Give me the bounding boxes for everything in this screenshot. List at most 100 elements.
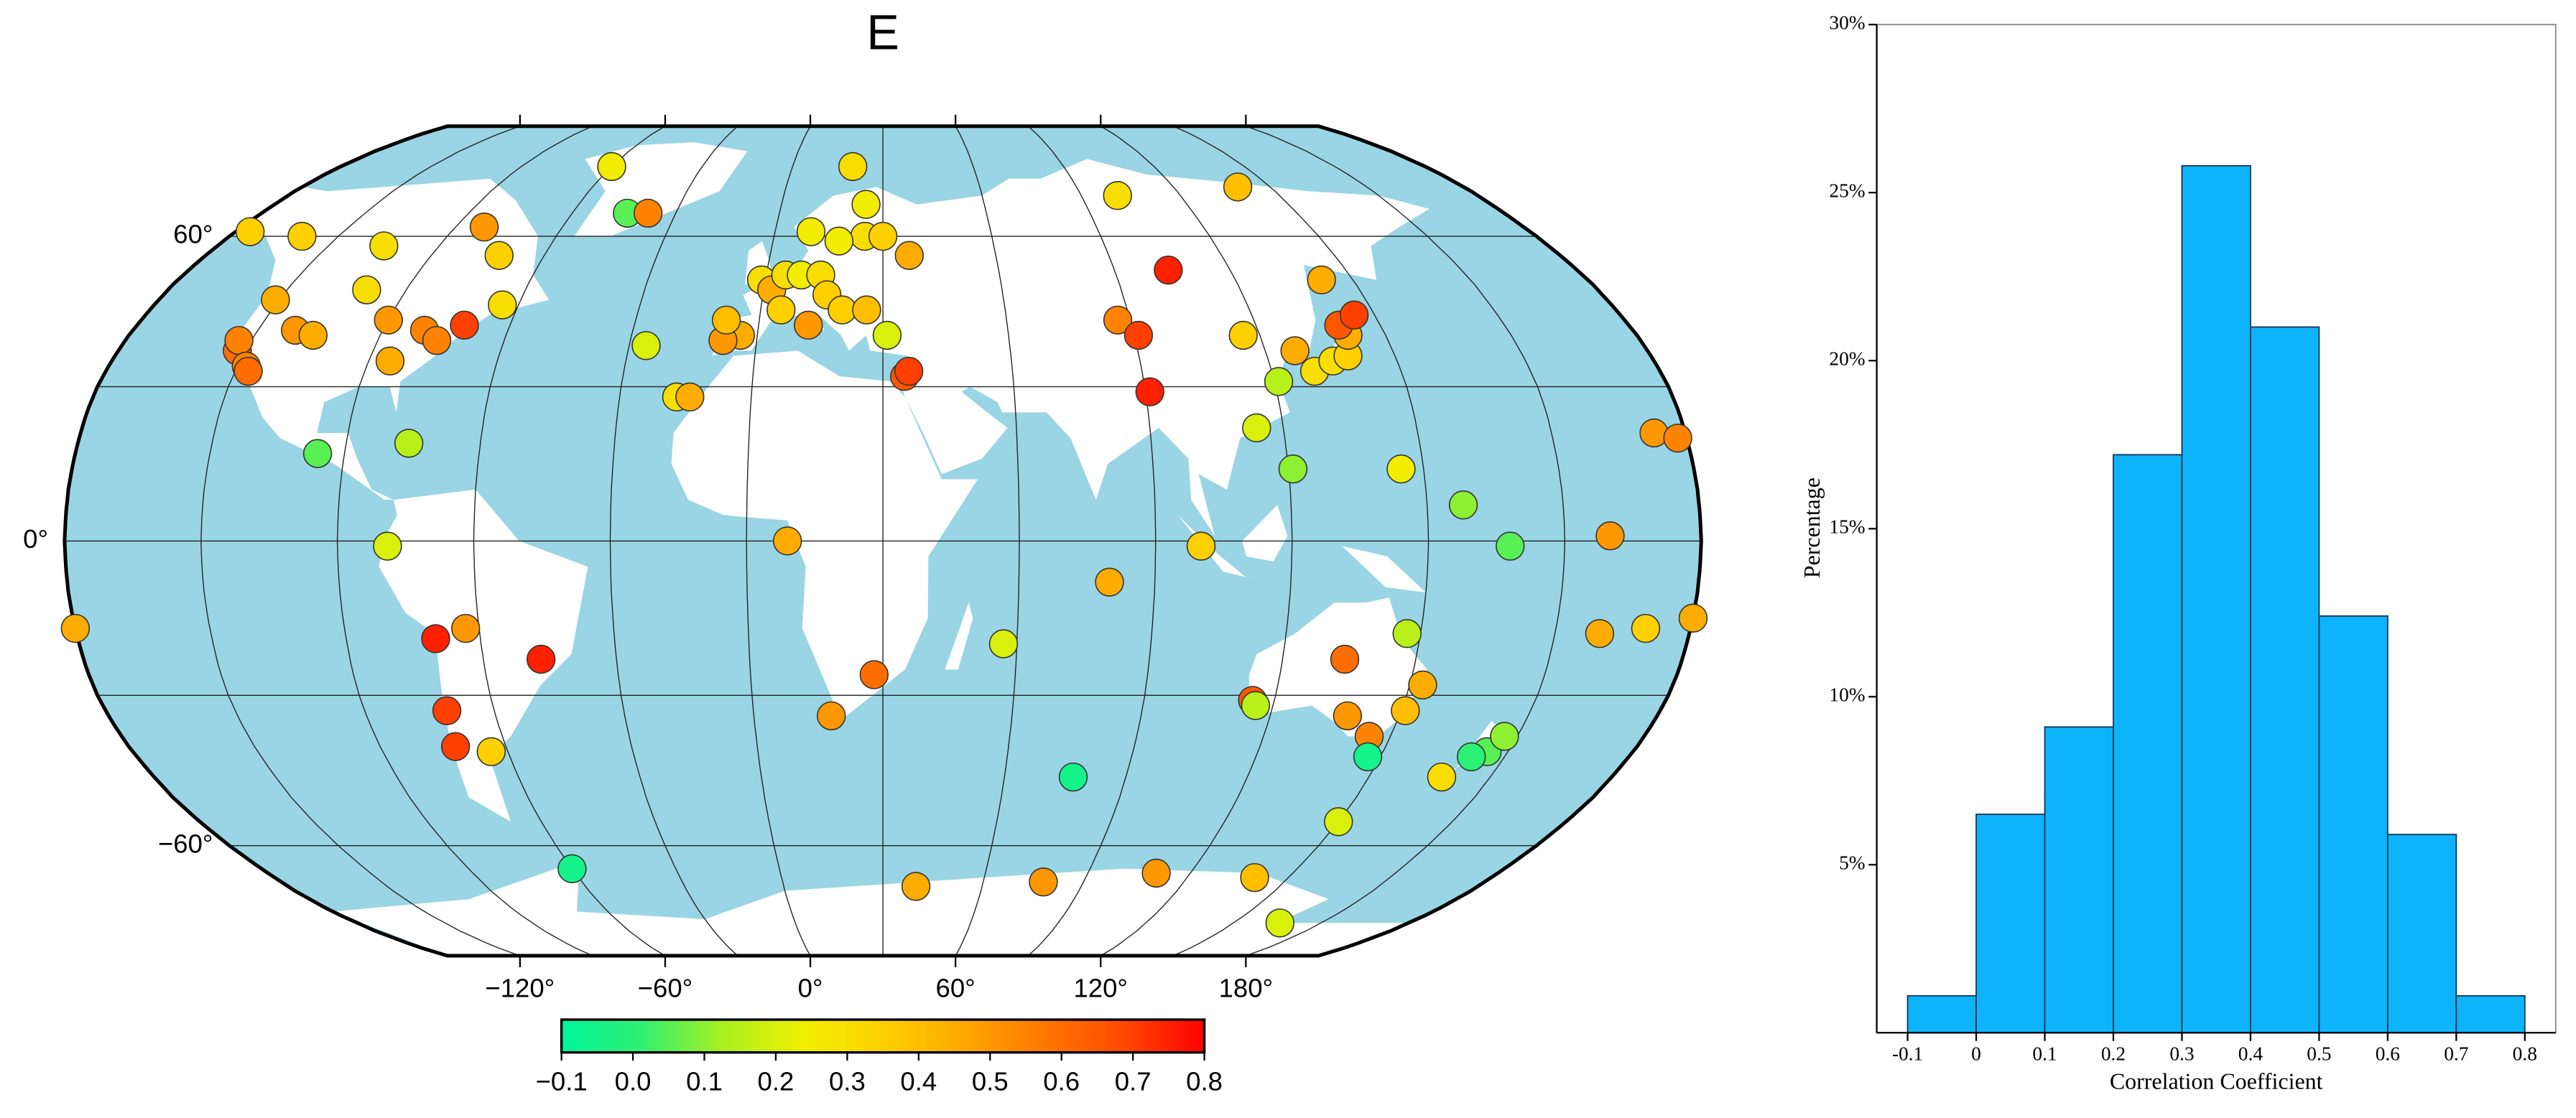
station: [633, 198, 663, 228]
x-tick-label: 0.6: [2376, 1043, 2400, 1065]
station: [817, 701, 846, 731]
bar: [2318, 615, 2389, 1034]
station: [352, 275, 381, 304]
station: [1280, 336, 1310, 365]
station: [1330, 644, 1360, 674]
station: [1457, 742, 1486, 772]
station: [868, 221, 898, 251]
station: [236, 217, 265, 246]
x-tick-label: 0.4: [2238, 1043, 2264, 1065]
y-tick-label: 20%: [1829, 348, 1865, 370]
bar: [2181, 164, 2251, 1034]
station: [796, 217, 826, 246]
land: [1342, 546, 1426, 593]
y-tick-label: 5%: [1839, 852, 1866, 874]
station: [1029, 867, 1058, 897]
station: [422, 325, 452, 355]
station: [233, 356, 263, 386]
station: [1228, 320, 1258, 350]
station: [988, 629, 1019, 658]
station: [675, 382, 705, 412]
station: [824, 226, 854, 256]
station: [369, 231, 399, 261]
y-tick-label: 30%: [1829, 12, 1865, 34]
y-tick-label: −60°: [158, 829, 213, 858]
station: [766, 295, 796, 325]
land: [945, 602, 973, 670]
x-tick-label: 0.8: [2513, 1043, 2537, 1065]
map-title: E: [866, 4, 899, 60]
station: [484, 241, 514, 270]
station: [1123, 320, 1154, 350]
station: [60, 613, 91, 643]
colorbar-tick-label: 0.7: [1115, 1067, 1152, 1096]
colorbar-tick-label: 0.2: [758, 1067, 794, 1096]
bar: [2249, 326, 2320, 1034]
station: [1265, 908, 1294, 938]
station: [1427, 762, 1457, 792]
station: [261, 285, 290, 315]
colorbar-tick-label: 0.6: [1043, 1067, 1080, 1096]
station: [1278, 454, 1308, 484]
station: [526, 644, 556, 674]
station: [711, 305, 741, 335]
station: [469, 213, 499, 242]
bar: [1975, 814, 2046, 1034]
colorbar-tick-label: −0.1: [536, 1067, 588, 1096]
station: [852, 295, 881, 325]
station: [1307, 265, 1336, 295]
station: [432, 696, 462, 725]
station: [1631, 613, 1661, 643]
colorbar: [560, 1018, 1206, 1054]
bar: [1906, 994, 1977, 1034]
station: [1490, 722, 1519, 751]
bar: [2455, 994, 2526, 1034]
station: [1595, 521, 1625, 551]
land: [712, 159, 1430, 536]
station: [1353, 742, 1383, 772]
station: [450, 310, 479, 340]
station: [287, 221, 317, 251]
colorbar-tick-label: 0.0: [615, 1067, 652, 1096]
station: [451, 613, 481, 643]
station: [894, 241, 924, 270]
station: [901, 872, 931, 901]
station: [1386, 454, 1416, 484]
colorbar-tick-label: 0.3: [829, 1067, 866, 1096]
station: [1392, 619, 1422, 648]
station: [1496, 531, 1525, 561]
station: [476, 737, 506, 767]
x-tick-label: 180°: [1219, 974, 1274, 1003]
bar: [2113, 454, 2183, 1034]
station: [1241, 691, 1271, 720]
station: [894, 356, 924, 386]
map-outline: [62, 124, 1703, 958]
station: [1333, 701, 1363, 731]
bar: [2044, 726, 2114, 1034]
x-axis-label: Correlation Coefficient: [2110, 1068, 2323, 1094]
station: [828, 295, 857, 325]
station: [1095, 567, 1124, 597]
x-tick-label: 0.2: [2101, 1043, 2126, 1065]
y-tick-label: 60°: [173, 220, 213, 249]
station: [872, 320, 902, 350]
station: [1339, 300, 1369, 330]
station: [851, 190, 881, 219]
bar: [2386, 834, 2457, 1034]
x-tick-label: 0.1: [2032, 1043, 2057, 1065]
land: [1242, 505, 1288, 562]
x-tick-label: 0.7: [2444, 1043, 2468, 1065]
station: [488, 290, 517, 320]
x-tick-label: −60°: [638, 974, 693, 1003]
station: [298, 320, 328, 350]
station: [1408, 670, 1437, 700]
station: [421, 624, 450, 653]
x-tick-label: 0: [1971, 1043, 1981, 1065]
y-tick-label: 0°: [23, 524, 48, 554]
x-tick-label: 0°: [798, 974, 823, 1003]
station: [1058, 762, 1088, 792]
colorbar-tick-label: 0.4: [900, 1067, 937, 1096]
colorbar-tick-label: 0.5: [972, 1067, 1009, 1096]
